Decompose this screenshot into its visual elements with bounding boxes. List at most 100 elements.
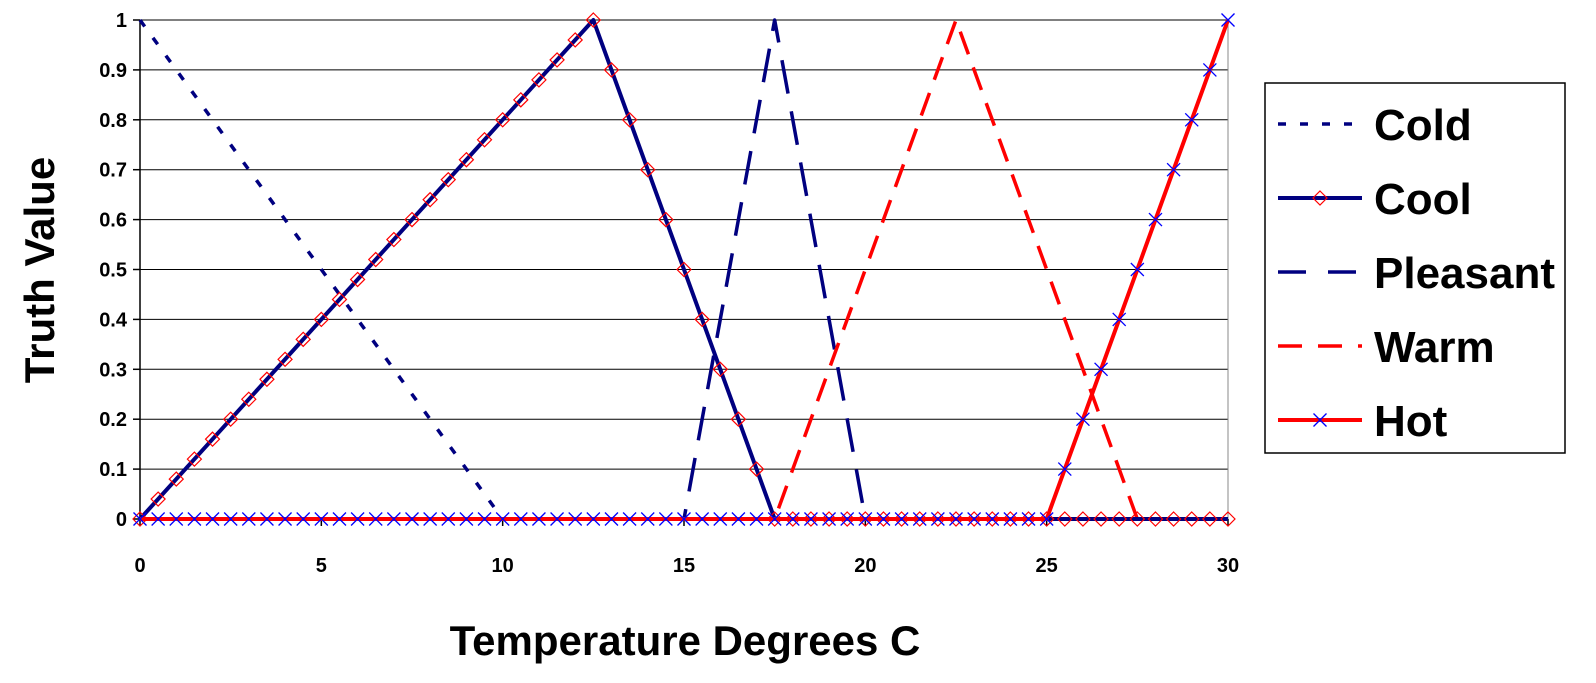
marker-cool-54 bbox=[1111, 511, 1128, 527]
marker-hot-17-b bbox=[441, 512, 456, 526]
y-tick-label-1: 0.1 bbox=[99, 459, 127, 481]
marker-hot-56-b bbox=[1148, 212, 1163, 227]
marker-cool-12 bbox=[349, 271, 366, 288]
marker-cool-56 bbox=[1147, 511, 1164, 527]
marker-hot-1 bbox=[151, 512, 166, 526]
marker-hot-26 bbox=[604, 512, 619, 526]
marker-hot-44 bbox=[930, 512, 945, 526]
legend: Cold Cool Pleasant Warm Hot bbox=[1264, 82, 1566, 454]
marker-hot-58 bbox=[1184, 112, 1199, 127]
marker-hot-36 bbox=[785, 512, 800, 526]
marker-hot-7-b bbox=[259, 512, 274, 526]
marker-cool-6 bbox=[240, 391, 257, 408]
marker-hot-21 bbox=[513, 512, 528, 526]
legend-box bbox=[1264, 82, 1566, 454]
marker-cool-27 bbox=[621, 111, 638, 128]
marker-cool-15 bbox=[404, 211, 420, 228]
marker-cool-42 bbox=[893, 511, 910, 527]
marker-hot-4 bbox=[205, 512, 220, 526]
marker-hot-34 bbox=[749, 512, 764, 526]
marker-hot-2-b bbox=[169, 512, 184, 526]
marker-hot-37 bbox=[803, 512, 818, 526]
marker-hot-11 bbox=[332, 512, 347, 526]
legend-marker-cool bbox=[1312, 190, 1328, 206]
legend-label-cool: Cool bbox=[1374, 175, 1472, 224]
marker-cool-58 bbox=[1183, 511, 1200, 527]
marker-hot-27-b bbox=[622, 512, 637, 526]
marker-hot-43 bbox=[912, 512, 927, 526]
y-tick-label-9: 0.9 bbox=[99, 60, 127, 82]
marker-hot-8 bbox=[278, 512, 293, 526]
marker-cool-52 bbox=[1075, 511, 1091, 527]
marker-hot-28-b bbox=[640, 512, 655, 526]
marker-cool-60 bbox=[1220, 511, 1236, 527]
x-tick-label-4: 20 bbox=[854, 555, 876, 577]
marker-hot-57 bbox=[1166, 162, 1181, 177]
tick-labels: 00.10.20.30.40.50.60.70.80.910 5 10 15 20 25 3… bbox=[99, 10, 1239, 577]
marker-hot-53-b bbox=[1094, 362, 1109, 377]
marker-hot-60-b bbox=[1221, 13, 1235, 27]
y-tick-label-6: 0.6 bbox=[99, 210, 127, 232]
marker-cool-47 bbox=[984, 511, 1001, 527]
marker-hot-3-b bbox=[187, 512, 202, 526]
marker-cool-33 bbox=[730, 411, 747, 428]
marker-hot-54 bbox=[1112, 312, 1127, 327]
marker-hot-45-b bbox=[949, 512, 963, 526]
marker-cool-20 bbox=[494, 111, 511, 128]
marker-hot-14-b bbox=[386, 512, 401, 526]
marker-cool-17 bbox=[440, 171, 457, 188]
marker-cool-3 bbox=[186, 451, 203, 467]
marker-cool-1 bbox=[150, 491, 166, 507]
legend-label-pleasant: Pleasant bbox=[1374, 249, 1555, 298]
marker-cool-14 bbox=[386, 231, 402, 248]
marker-hot-13 bbox=[368, 512, 383, 526]
marker-hot-38-b bbox=[822, 512, 837, 526]
marker-hot-10-b bbox=[314, 512, 329, 526]
marker-hot-9-b bbox=[296, 512, 311, 526]
marker-hot-21-b bbox=[513, 512, 528, 526]
marker-cool-24 bbox=[567, 32, 584, 48]
marker-hot-0 bbox=[133, 512, 147, 526]
marker-hot-38 bbox=[822, 512, 837, 526]
y-tick-label-4: 0.4 bbox=[99, 309, 128, 331]
y-tick-label-2: 0.2 bbox=[99, 409, 127, 431]
legend-label-hot: Hot bbox=[1374, 397, 1448, 446]
marker-hot-18 bbox=[459, 512, 474, 526]
marker-hot-6 bbox=[241, 512, 256, 526]
marker-hot-51 bbox=[1057, 462, 1072, 477]
marker-cool-23 bbox=[549, 52, 565, 68]
x-axis-title: Temperature Degrees C bbox=[450, 617, 921, 664]
marker-hot-35 bbox=[767, 512, 782, 526]
y-tick-label-10: 1 bbox=[116, 10, 127, 32]
marker-hot-23-b bbox=[550, 512, 565, 526]
marker-hot-58-b bbox=[1184, 112, 1199, 127]
y-tick-label-7: 0.7 bbox=[99, 160, 127, 182]
x-tick-label-0: 0 bbox=[134, 555, 145, 577]
marker-hot-57-b bbox=[1166, 162, 1181, 177]
marker-hot-11-b bbox=[332, 512, 347, 526]
marker-cool-4 bbox=[204, 431, 221, 448]
marker-cool-48 bbox=[1002, 511, 1019, 527]
marker-hot-9 bbox=[296, 512, 311, 526]
legend-label-warm: Warm bbox=[1374, 323, 1495, 372]
marker-hot-12 bbox=[350, 512, 365, 526]
marker-hot-24 bbox=[568, 512, 583, 526]
x-tick-label-2: 10 bbox=[492, 555, 514, 577]
marker-cool-0 bbox=[132, 511, 148, 527]
marker-hot-50-b bbox=[1039, 512, 1054, 526]
marker-hot-41-b bbox=[876, 512, 891, 526]
marker-hot-55-b bbox=[1130, 262, 1145, 277]
marker-hot-54-b bbox=[1112, 312, 1127, 327]
marker-hot-20-b bbox=[495, 512, 510, 526]
marker-cool-32 bbox=[712, 361, 729, 378]
marker-cool-18 bbox=[458, 151, 475, 168]
marker-hot-43-b bbox=[912, 512, 927, 526]
legend-marker-hot-b bbox=[1313, 413, 1327, 427]
marker-hot-18-b bbox=[459, 512, 474, 526]
marker-cool-55 bbox=[1129, 511, 1146, 527]
marker-hot-32-b bbox=[713, 512, 728, 526]
marker-hot-47 bbox=[985, 512, 1000, 526]
marker-cool-5 bbox=[222, 411, 239, 428]
marker-cool-9 bbox=[295, 331, 312, 348]
